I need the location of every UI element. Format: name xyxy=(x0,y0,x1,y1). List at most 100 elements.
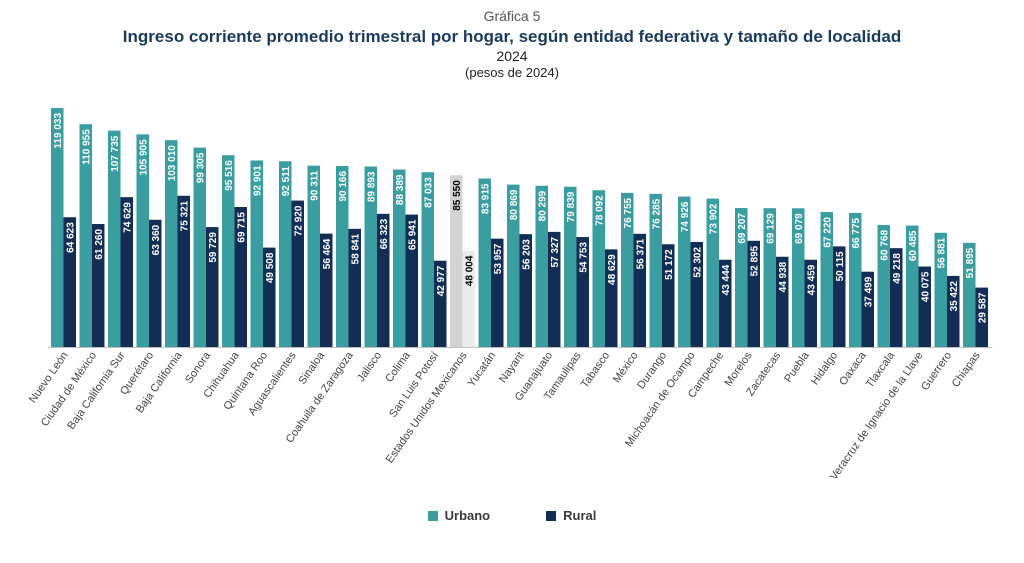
data-label-rural: 74 629 xyxy=(122,202,133,233)
bar-urbano xyxy=(336,165,349,347)
data-label-rural: 56 371 xyxy=(635,238,646,269)
bar-rural xyxy=(975,287,988,347)
bar-urbano xyxy=(51,107,64,347)
chart-title: Ingreso corriente promedio trimestral po… xyxy=(122,27,902,46)
legend-item-urbano: Urbano xyxy=(427,508,491,523)
data-label-urbano: 51 895 xyxy=(965,247,976,278)
category-tick-label: Jalisco xyxy=(355,350,384,384)
bar-urbano xyxy=(507,184,520,347)
bar-rural xyxy=(291,200,304,347)
data-label-rural: 48 004 xyxy=(464,255,475,286)
bar-rural xyxy=(491,238,504,347)
bar-rural xyxy=(918,266,931,347)
bar-urbano xyxy=(250,160,263,347)
bar-rural xyxy=(947,275,960,347)
data-label-rural: 43 459 xyxy=(806,264,817,295)
bar-rural xyxy=(519,234,532,347)
data-label-rural: 51 172 xyxy=(664,249,675,280)
bar-rural xyxy=(747,240,760,347)
bar-urbano xyxy=(108,130,121,347)
data-label-urbano: 60 485 xyxy=(908,230,919,261)
bar-urbano xyxy=(136,134,149,347)
bar-rural xyxy=(605,249,618,347)
bar-urbano xyxy=(963,242,976,347)
data-label-rural: 65 941 xyxy=(407,219,418,250)
data-label-rural: 29 587 xyxy=(977,292,988,323)
bar-rural xyxy=(662,244,675,347)
data-label-urbano: 69 129 xyxy=(765,213,776,244)
data-label-rural: 43 444 xyxy=(721,264,732,295)
bar-urbano xyxy=(279,161,292,347)
data-label-rural: 57 327 xyxy=(550,236,561,267)
data-label-urbano: 107 735 xyxy=(110,135,121,172)
bar-urbano xyxy=(79,124,92,347)
bar-rural xyxy=(92,223,105,347)
legend-label-urbano: Urbano xyxy=(444,508,491,523)
data-label-urbano: 67 220 xyxy=(822,217,833,248)
data-label-urbano: 90 311 xyxy=(309,170,320,200)
data-label-urbano: 83 915 xyxy=(480,183,491,214)
data-label-rural: 53 957 xyxy=(493,243,504,274)
bar-rural xyxy=(234,207,247,347)
data-label-rural: 75 321 xyxy=(179,200,190,231)
data-label-urbano: 110 955 xyxy=(81,129,92,165)
data-label-rural: 61 260 xyxy=(94,229,105,260)
data-label-urbano: 99 305 xyxy=(195,152,206,183)
data-label-urbano: 87 033 xyxy=(423,177,434,208)
bar-rural xyxy=(462,250,475,347)
bar-urbano xyxy=(649,193,662,347)
bar-rural xyxy=(833,246,846,347)
data-label-rural: 63 360 xyxy=(151,224,162,255)
data-label-rural: 66 323 xyxy=(379,218,390,249)
data-label-rural: 59 729 xyxy=(208,232,219,263)
data-label-urbano: 79 839 xyxy=(566,191,577,222)
data-label-rural: 56 464 xyxy=(322,238,333,269)
data-label-urbano: 92 901 xyxy=(252,165,263,196)
data-label-rural: 52 895 xyxy=(749,245,760,276)
data-label-urbano: 69 079 xyxy=(794,213,805,244)
bar-urbano xyxy=(735,208,748,347)
data-label-rural: 49 508 xyxy=(265,252,276,283)
bar-rural xyxy=(206,227,219,347)
bar-rural xyxy=(719,259,732,347)
bar-urbano xyxy=(564,186,577,347)
bar-rural xyxy=(633,233,646,347)
category-tick-label: México xyxy=(611,350,641,385)
data-label-urbano: 95 516 xyxy=(224,160,235,191)
data-label-rural: 72 920 xyxy=(293,205,304,236)
bar-urbano xyxy=(535,185,548,347)
bar-rural xyxy=(804,259,817,347)
bar-rural xyxy=(776,256,789,347)
data-label-rural: 56 203 xyxy=(521,239,532,270)
data-label-rural: 50 115 xyxy=(835,251,846,281)
bar-urbano xyxy=(478,178,491,347)
data-label-rural: 37 499 xyxy=(863,276,874,307)
category-tick-label: Puebla xyxy=(782,349,812,385)
data-label-rural: 35 422 xyxy=(949,280,960,311)
data-label-rural: 58 841 xyxy=(350,233,361,264)
data-label-urbano: 119 033 xyxy=(53,113,64,149)
bar-urbano xyxy=(307,165,320,347)
data-label-urbano: 89 893 xyxy=(366,171,377,202)
category-tick-label: Hidalgo xyxy=(809,350,840,387)
bar-urbano xyxy=(222,155,235,347)
data-label-urbano: 90 166 xyxy=(338,171,349,202)
bar-urbano xyxy=(421,172,434,347)
chart-units: (pesos de 2024) xyxy=(465,65,559,80)
category-tick-label: Nayarit xyxy=(497,350,527,385)
data-label-urbano: 56 881 xyxy=(936,237,947,268)
bar-rural xyxy=(576,237,589,347)
category-tick-label: Sonora xyxy=(183,349,214,386)
bar-urbano xyxy=(706,198,719,347)
data-label-urbano: 105 905 xyxy=(138,139,149,176)
data-label-urbano: 66 775 xyxy=(851,217,862,248)
chart-label: Gráfica 5 xyxy=(483,8,541,24)
chart-year: 2024 xyxy=(496,48,528,64)
data-label-rural: 64 623 xyxy=(65,222,76,253)
legend-label-rural: Rural xyxy=(563,508,597,523)
bar-urbano xyxy=(364,166,377,347)
bar-urbano xyxy=(393,169,406,347)
chart-header: Gráfica 5 Ingreso corriente promedio tri… xyxy=(0,8,1024,80)
data-label-urbano: 74 926 xyxy=(680,201,691,232)
